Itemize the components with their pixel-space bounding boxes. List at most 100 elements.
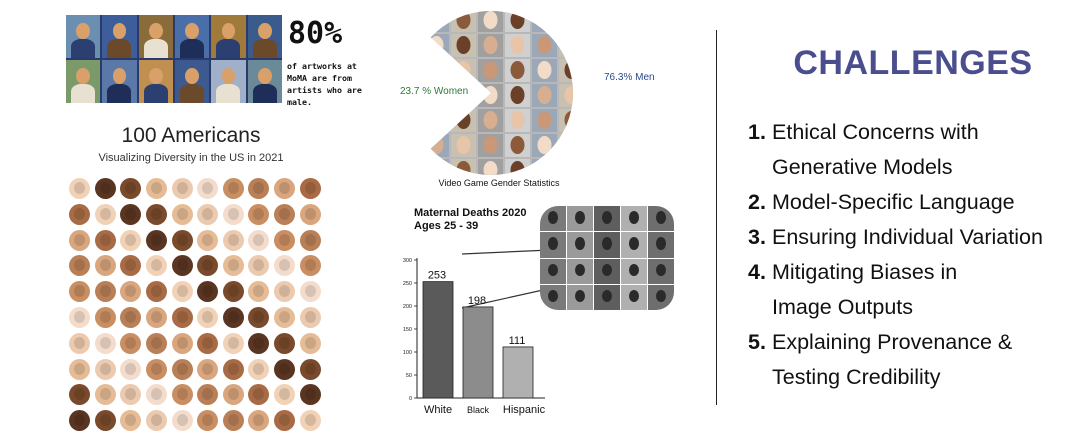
portrait-tile (567, 206, 593, 232)
person-face-avatar (69, 332, 91, 354)
bar-hispanic (502, 346, 534, 399)
portrait-tile (621, 284, 647, 310)
y-tick-label: 150 (403, 327, 412, 333)
person-face-avatar (299, 229, 321, 251)
person-face-avatar (299, 358, 321, 380)
person-face-avatar (248, 203, 270, 225)
person-face-avatar (120, 306, 142, 328)
person-face-avatar (120, 410, 142, 432)
person-face-avatar (146, 410, 168, 432)
person-face-avatar (94, 358, 116, 380)
portrait-tile (594, 232, 620, 258)
artwork-tile (138, 60, 173, 103)
maternal-deaths-bar-chart: 0 50 100 150 200 250 300 253 White 198 Black 111 His… (403, 258, 546, 416)
person-face-avatar (248, 229, 270, 251)
portrait-tile (540, 206, 566, 232)
portrait-tile (648, 284, 674, 310)
person-face-avatar (222, 255, 244, 277)
person-face-avatar (171, 178, 193, 199)
y-tick-label: 50 (406, 373, 412, 379)
person-face-avatar (222, 281, 244, 303)
person-face-avatar (120, 281, 142, 303)
person-face-avatar (197, 410, 219, 432)
portrait-tile (540, 258, 566, 284)
person-face-avatar (171, 229, 193, 251)
challenge-text: Ethical Concerns with (772, 120, 979, 144)
person-face-avatar (120, 358, 142, 380)
pie-label-women: 23.7 % Women (400, 86, 469, 97)
person-face-avatar (248, 384, 270, 406)
person-face-avatar (146, 332, 168, 354)
y-tick-label: 0 (409, 396, 412, 402)
person-face-avatar (197, 306, 219, 328)
person-face-avatar (274, 410, 296, 432)
person-face-avatar (222, 332, 244, 354)
artwork-tile (102, 15, 137, 58)
person-face-avatar (197, 384, 219, 406)
game-gender-pie (409, 10, 573, 176)
moma-stat-value: 80% (288, 16, 343, 51)
challenge-text: Mitigating Biases in (772, 260, 958, 284)
portrait-tile (540, 232, 566, 258)
person-face-avatar (69, 203, 91, 225)
person-face-avatar (94, 203, 116, 225)
portrait-tile (594, 258, 620, 284)
person-face-avatar (94, 384, 116, 406)
person-face-avatar (120, 332, 142, 354)
challenge-text: Ensuring Individual Variation (772, 225, 1043, 249)
person-face-avatar (197, 178, 219, 199)
person-face-avatar (197, 203, 219, 225)
artwork-tile (211, 15, 246, 58)
person-face-avatar (197, 332, 219, 354)
person-face-avatar (248, 410, 270, 432)
person-face-avatar (146, 203, 168, 225)
person-face-avatar (222, 203, 244, 225)
artwork-tile (66, 60, 101, 103)
bar-value-label: 253 (428, 270, 446, 282)
person-face-avatar (94, 229, 116, 251)
pie-label-men: 76.3% Men (604, 72, 655, 83)
person-face-avatar (94, 332, 116, 354)
artwork-tile (247, 15, 282, 58)
person-face-avatar (299, 203, 321, 225)
person-face-avatar (222, 384, 244, 406)
person-face-avatar (69, 306, 91, 328)
person-face-avatar (248, 255, 270, 277)
person-face-avatar (94, 281, 116, 303)
person-face-avatar (69, 255, 91, 277)
portrait-tile (567, 232, 593, 258)
x-category-label: Hispanic (503, 404, 546, 416)
person-face-avatar (69, 384, 91, 406)
challenge-number: 5. (748, 330, 766, 354)
portrait-tile (567, 284, 593, 310)
person-face-avatar (171, 384, 193, 406)
person-face-avatar (299, 255, 321, 277)
portrait-tile (594, 206, 620, 232)
person-face-avatar (120, 384, 142, 406)
person-face-avatar (94, 255, 116, 277)
americans-subtitle: Visualizing Diversity in the US in 2021 (98, 152, 284, 164)
artwork-tile (247, 60, 282, 103)
moma-stat-caption: of artworks at MoMA are from artists who… (287, 61, 362, 107)
y-tick-label: 250 (403, 281, 412, 287)
person-face-avatar (146, 178, 168, 199)
person-face-avatar (299, 306, 321, 328)
artwork-tile (211, 60, 246, 103)
person-face-avatar (120, 255, 142, 277)
challenge-text: Explaining Provenance & (772, 330, 1013, 354)
person-face-avatar (120, 203, 142, 225)
person-face-avatar (94, 178, 116, 199)
challenges-list: 1. Ethical Concerns with Generative Models… (748, 115, 1086, 395)
person-face-avatar (274, 306, 296, 328)
person-face-avatar (146, 358, 168, 380)
person-face-avatar (94, 410, 116, 432)
challenge-item: 1. Ethical Concerns with Generative Models (748, 115, 1086, 185)
person-face-avatar (146, 281, 168, 303)
person-face-avatar (171, 358, 193, 380)
person-face-avatar (299, 178, 321, 199)
person-face-avatar (274, 255, 296, 277)
portrait-tile (648, 232, 674, 258)
person-face-avatar (197, 255, 219, 277)
vertical-divider (716, 30, 717, 405)
person-face-avatar (299, 332, 321, 354)
